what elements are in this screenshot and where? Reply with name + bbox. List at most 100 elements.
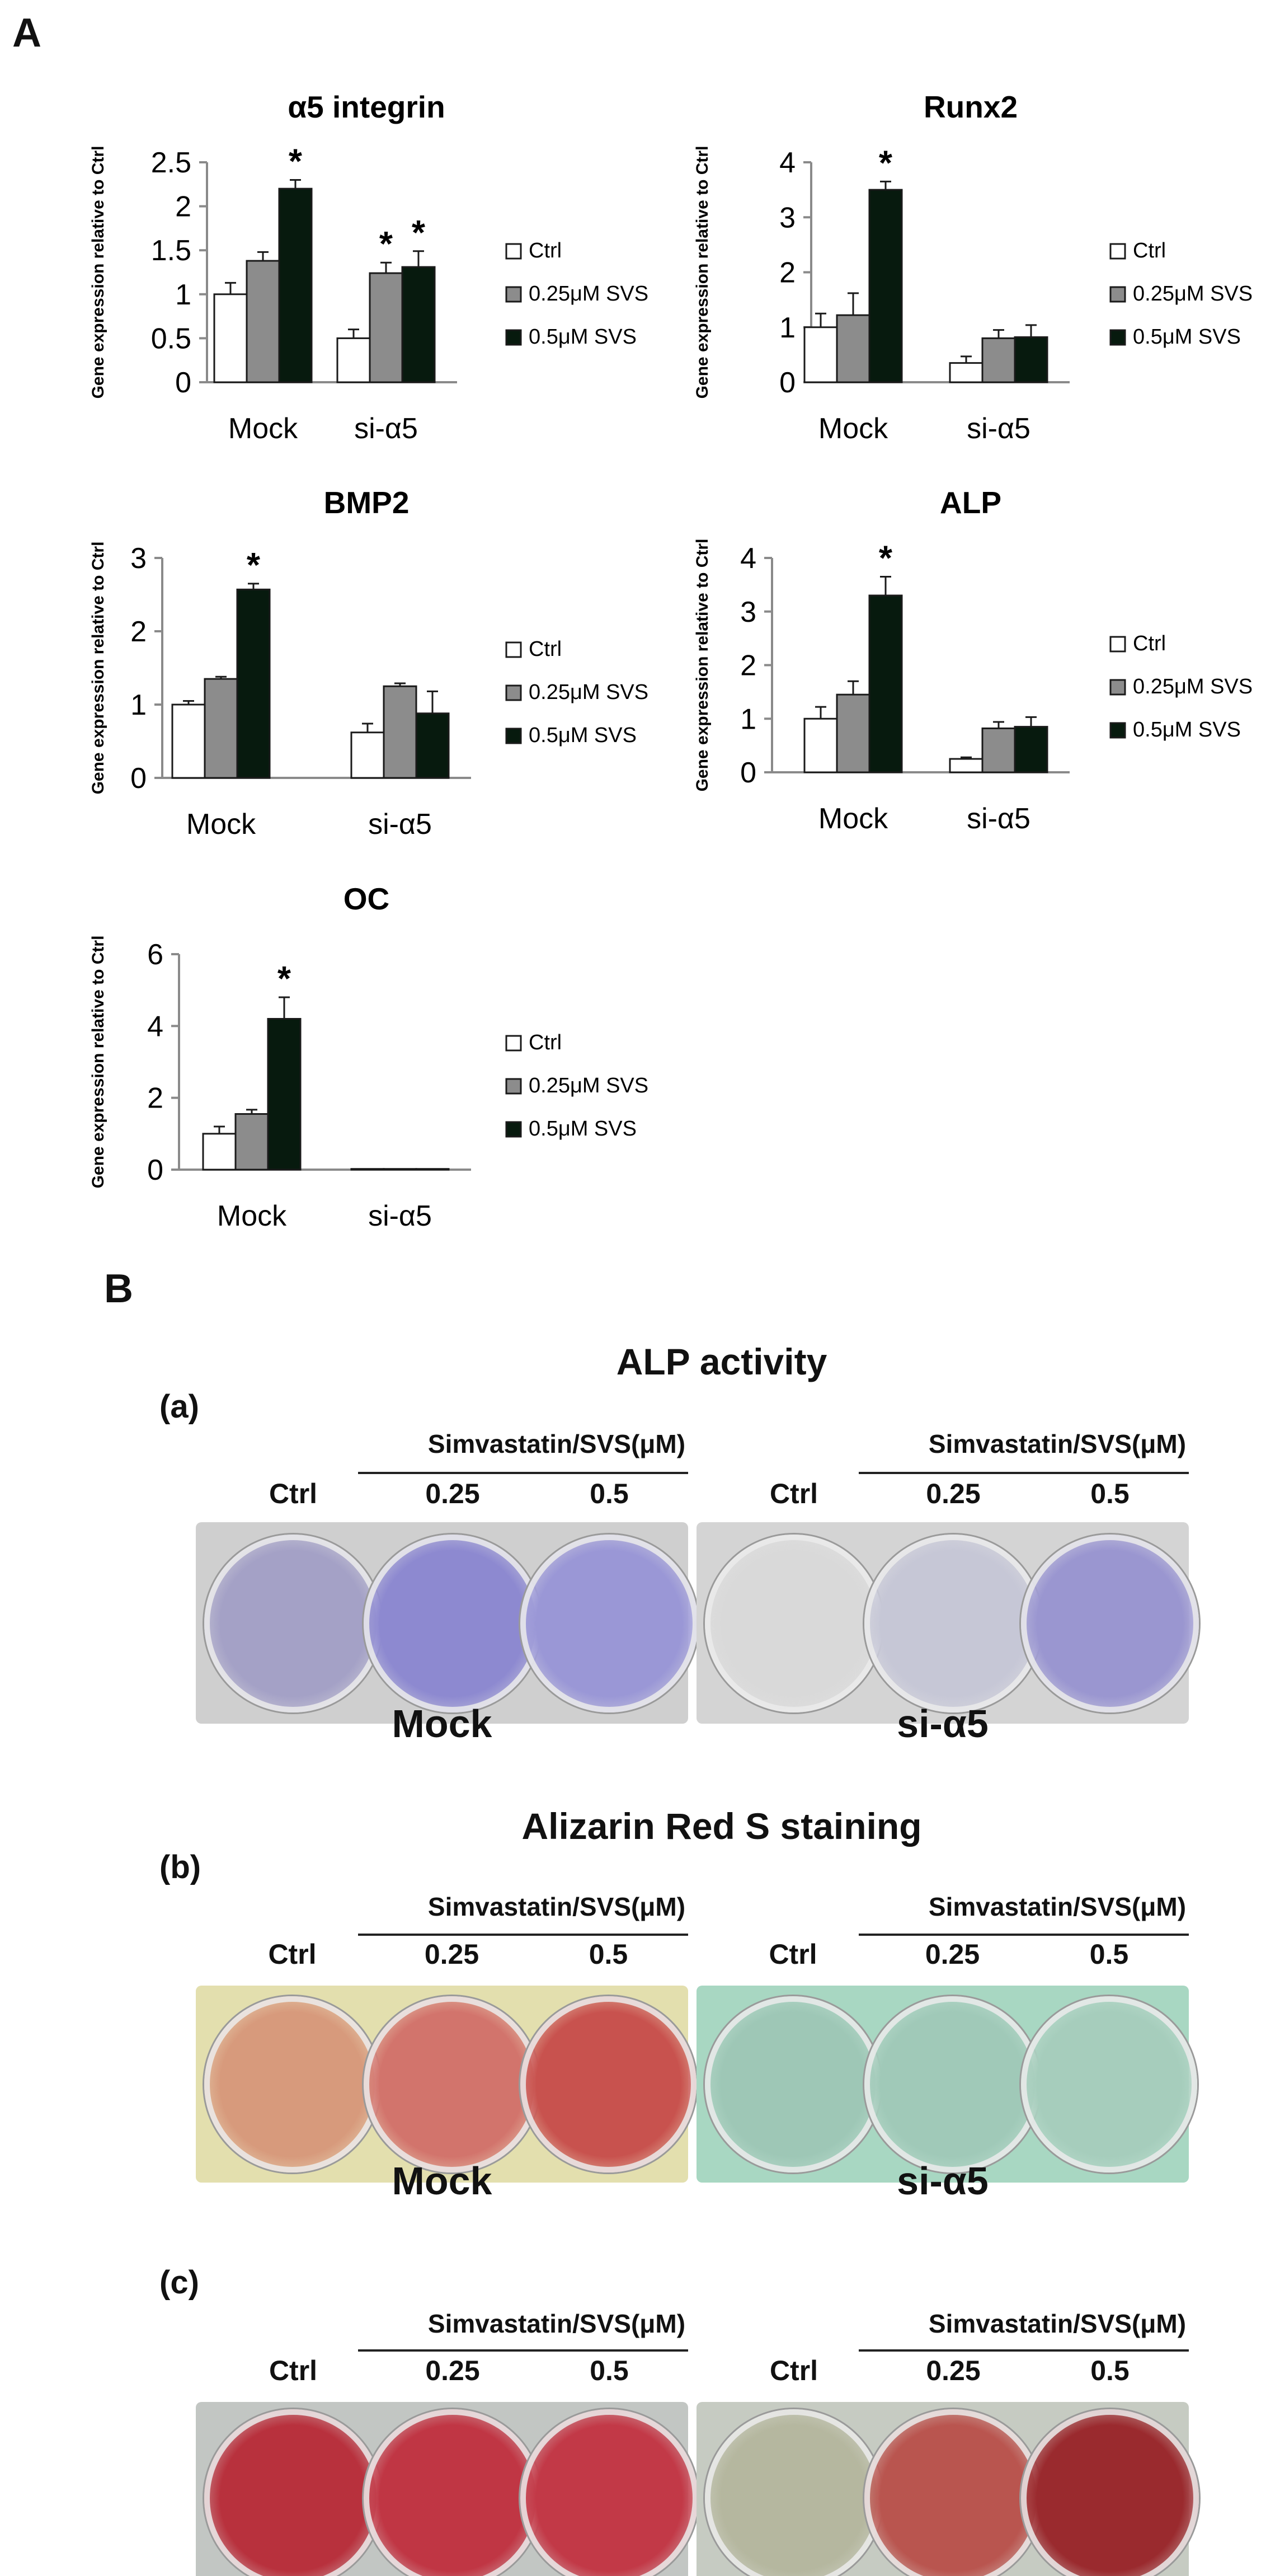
culture-well (204, 2409, 382, 2576)
culture-well (864, 1996, 1041, 2173)
bar (204, 678, 238, 779)
legend-label: Ctrl (529, 637, 562, 661)
bar (415, 1168, 450, 1171)
y-tick-label: 4 (147, 1010, 163, 1043)
bar (803, 717, 838, 773)
bar (868, 189, 903, 383)
bar (1014, 336, 1048, 383)
column-label: 0.5 (590, 2355, 629, 2386)
y-axis-label: Gene expression relative to Ctrl (89, 146, 107, 399)
culture-well (204, 1535, 382, 1712)
bar (369, 272, 403, 383)
panel-label-b: B (104, 1266, 133, 1311)
x-category-label: Mock (186, 808, 256, 841)
y-tick-label: 3 (130, 542, 147, 575)
y-tick-label: 1 (175, 279, 191, 311)
legend-label: Ctrl (529, 1031, 562, 1054)
bar (246, 260, 280, 383)
bar (836, 314, 870, 383)
x-category-label: si-α5 (354, 412, 418, 445)
culture-well (364, 1996, 540, 2173)
legend-swatch (1109, 286, 1126, 303)
significance-star: * (879, 539, 893, 578)
column-label: 0.5 (1089, 1939, 1129, 1970)
x-category-label: si-α5 (368, 808, 432, 841)
column-label: Ctrl (269, 2355, 318, 2386)
column-label: Ctrl (269, 1478, 318, 1509)
significance-star: * (879, 144, 893, 182)
bar (949, 362, 983, 383)
culture-well (364, 1535, 542, 1712)
column-label: 0.5 (1090, 2355, 1130, 2386)
culture-well (705, 1535, 883, 1712)
column-label: 0.25 (425, 1478, 480, 1509)
bar (1014, 726, 1048, 773)
legend-swatch (505, 1121, 522, 1138)
column-label: 0.25 (926, 2355, 981, 2386)
legend-label: 0.5μM SVS (529, 325, 637, 349)
bar (336, 337, 371, 383)
y-tick-label: 0 (740, 757, 756, 789)
culture-well (364, 2409, 542, 2576)
significance-star: * (379, 225, 393, 264)
culture-well (520, 1535, 698, 1712)
legend-swatch (1109, 329, 1126, 346)
bar (171, 703, 206, 779)
legend-swatch (505, 1078, 522, 1095)
significance-star: * (247, 546, 261, 585)
culture-well (1021, 1996, 1197, 2173)
legend-swatch (505, 641, 522, 658)
y-tick-label: 2 (779, 257, 796, 289)
column-label: Ctrl (769, 1478, 818, 1509)
column-label: 0.25 (925, 1939, 980, 1970)
column-label: Ctrl (268, 1939, 317, 1970)
column-label: 0.25 (926, 1478, 981, 1509)
treatment-underline (358, 2349, 688, 2352)
legend-label: 0.25μM SVS (529, 282, 648, 306)
significance-star: * (412, 214, 426, 252)
row-letter: (a) (159, 1388, 199, 1425)
y-tick-label: 0 (147, 1154, 163, 1186)
y-tick-label: 0 (130, 762, 147, 795)
legend-label: 0.25μM SVS (529, 681, 648, 704)
panel-label-a: A (12, 11, 41, 55)
bar (234, 1113, 269, 1171)
treatment-underline (859, 2349, 1189, 2352)
bar (803, 326, 838, 383)
legend-swatch (1109, 636, 1126, 653)
bar (981, 727, 1016, 773)
y-axis-label: Gene expression relative to Ctrl (693, 539, 712, 792)
legend-label: 0.5μM SVS (1133, 718, 1241, 742)
legend-swatch (505, 1035, 522, 1052)
legend-label: 0.25μM SVS (1133, 282, 1253, 306)
y-tick-label: 2 (147, 1082, 163, 1115)
bar (213, 293, 248, 383)
column-label: Ctrl (769, 2355, 818, 2386)
y-tick-label: 4 (740, 542, 756, 575)
legend-swatch (505, 243, 522, 260)
culture-well (204, 1996, 380, 2173)
legend-swatch (505, 286, 522, 303)
column-label: 0.25 (424, 1939, 479, 1970)
bar (278, 187, 313, 383)
culture-well (705, 2409, 883, 2576)
row-letter: (c) (159, 2264, 199, 2301)
y-tick-label: 2 (740, 650, 756, 682)
x-category-label: si-α5 (368, 1200, 432, 1232)
significance-star: * (289, 142, 303, 181)
bar (383, 685, 417, 779)
x-category-label: Mock (228, 412, 298, 445)
treatment-header: Simvastatin/SVS(μM) (427, 1892, 686, 1921)
group-label: Mock (392, 2159, 492, 2203)
culture-well (520, 1996, 697, 2173)
section-title: Alizarin Red S staining (521, 1805, 922, 1847)
group-label: si-α5 (897, 1702, 989, 1746)
bar (401, 266, 436, 383)
column-label: Ctrl (769, 1939, 817, 1970)
legend-label: Ctrl (1133, 239, 1166, 262)
group-label: si-α5 (897, 2159, 989, 2203)
y-tick-label: 2.5 (151, 147, 191, 179)
treatment-header: Simvastatin/SVS(μM) (928, 1892, 1187, 1921)
bar (868, 594, 903, 773)
treatment-underline (859, 1934, 1189, 1936)
